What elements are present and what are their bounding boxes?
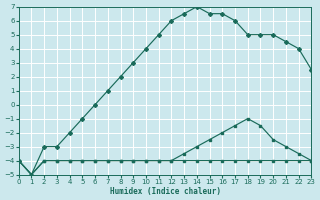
- X-axis label: Humidex (Indice chaleur): Humidex (Indice chaleur): [109, 187, 220, 196]
